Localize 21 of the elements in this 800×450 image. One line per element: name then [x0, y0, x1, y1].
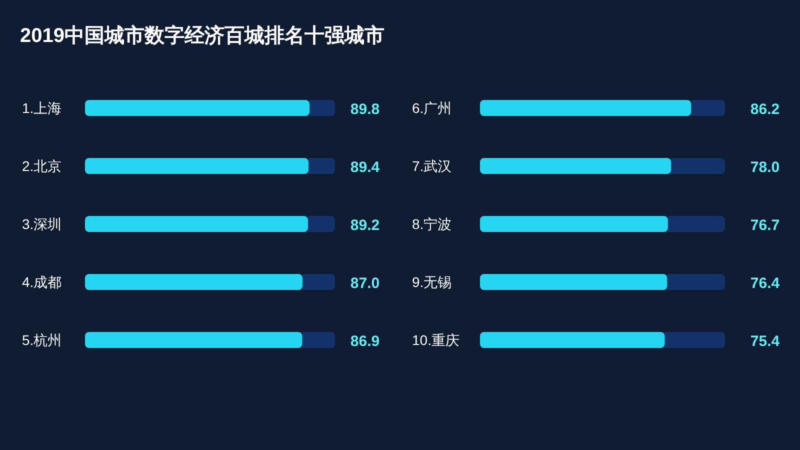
y-tick-label: 1.上海	[22, 100, 62, 116]
data-label: 78.0	[750, 159, 780, 176]
y-tick-label: 4.成都	[22, 274, 62, 290]
y-tick-label: 6.广州	[412, 100, 452, 116]
data-label: 89.4	[350, 159, 380, 176]
y-tick-label: 7.武汉	[412, 158, 452, 174]
y-tick-label: 5.杭州	[22, 332, 62, 348]
data-label: 76.7	[750, 217, 780, 234]
data-label: 89.2	[350, 217, 380, 234]
y-tick-label: 8.宁波	[412, 216, 452, 232]
data-label: 89.8	[350, 101, 380, 118]
data-label: 87.0	[350, 275, 380, 292]
y-tick-label: 10.重庆	[412, 332, 460, 348]
y-tick-label: 3.深圳	[22, 216, 62, 232]
chart-title: 2019中国城市数字经济百城排名十强城市	[20, 24, 384, 47]
data-label: 76.4	[750, 275, 780, 292]
y-tick-label: 9.无锡	[412, 274, 452, 290]
data-label: 75.4	[750, 333, 780, 350]
data-label: 86.9	[350, 333, 380, 350]
data-label: 86.2	[750, 101, 780, 118]
y-tick-label: 2.北京	[22, 158, 62, 174]
